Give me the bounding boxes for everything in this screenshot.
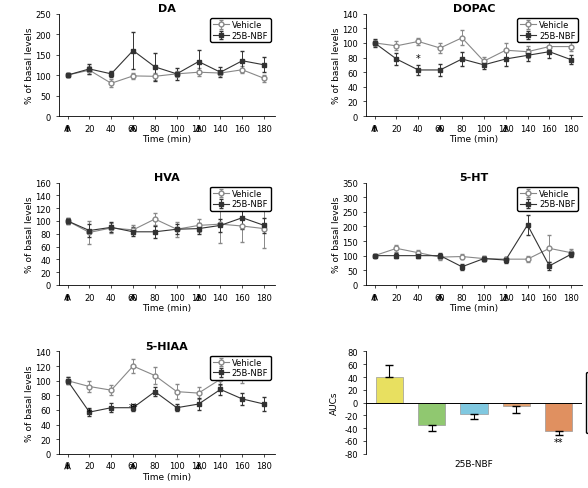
Title: HVA: HVA [154, 172, 180, 183]
Bar [460, 403, 487, 414]
Legend: Vehicle, 25B-NBF: Vehicle, 25B-NBF [211, 19, 271, 43]
Text: *: * [416, 54, 420, 63]
X-axis label: Time (min): Time (min) [142, 135, 192, 144]
X-axis label: Time (min): Time (min) [142, 472, 192, 481]
Text: *: * [87, 407, 92, 417]
Legend: Vehicle, 25B-NBF: Vehicle, 25B-NBF [211, 187, 271, 211]
X-axis label: Time (min): Time (min) [449, 135, 499, 144]
Title: 5-HIAA: 5-HIAA [146, 341, 188, 351]
Y-axis label: % of basal levels: % of basal levels [25, 27, 34, 104]
Bar [376, 377, 403, 403]
X-axis label: Time (min): Time (min) [142, 304, 192, 312]
Title: 5-HT: 5-HT [459, 172, 489, 183]
Y-axis label: AUCs: AUCs [330, 391, 339, 414]
Text: **: ** [128, 402, 138, 412]
Bar [503, 403, 530, 406]
Legend: Vehicle, 25B-NBF: Vehicle, 25B-NBF [517, 19, 578, 43]
X-axis label: Time (min): Time (min) [449, 304, 499, 312]
Y-axis label: % of basal levels: % of basal levels [332, 196, 341, 272]
X-axis label: 25B-NBF: 25B-NBF [455, 459, 493, 468]
Y-axis label: % of basal levels: % of basal levels [25, 196, 34, 272]
Legend: DA, DOPAC, HVA, 5-HT, 5-HIAA: DA, DOPAC, HVA, 5-HT, 5-HIAA [586, 372, 588, 433]
Y-axis label: % of basal levels: % of basal levels [332, 27, 341, 104]
Bar [418, 403, 446, 425]
Title: DA: DA [158, 4, 176, 14]
Y-axis label: % of basal levels: % of basal levels [25, 365, 34, 441]
Legend: Vehicle, 25B-NBF: Vehicle, 25B-NBF [211, 356, 271, 380]
Title: DOPAC: DOPAC [453, 4, 495, 14]
Bar [545, 403, 572, 431]
Text: **: ** [554, 437, 563, 447]
Legend: Vehicle, 25B-NBF: Vehicle, 25B-NBF [517, 187, 578, 211]
